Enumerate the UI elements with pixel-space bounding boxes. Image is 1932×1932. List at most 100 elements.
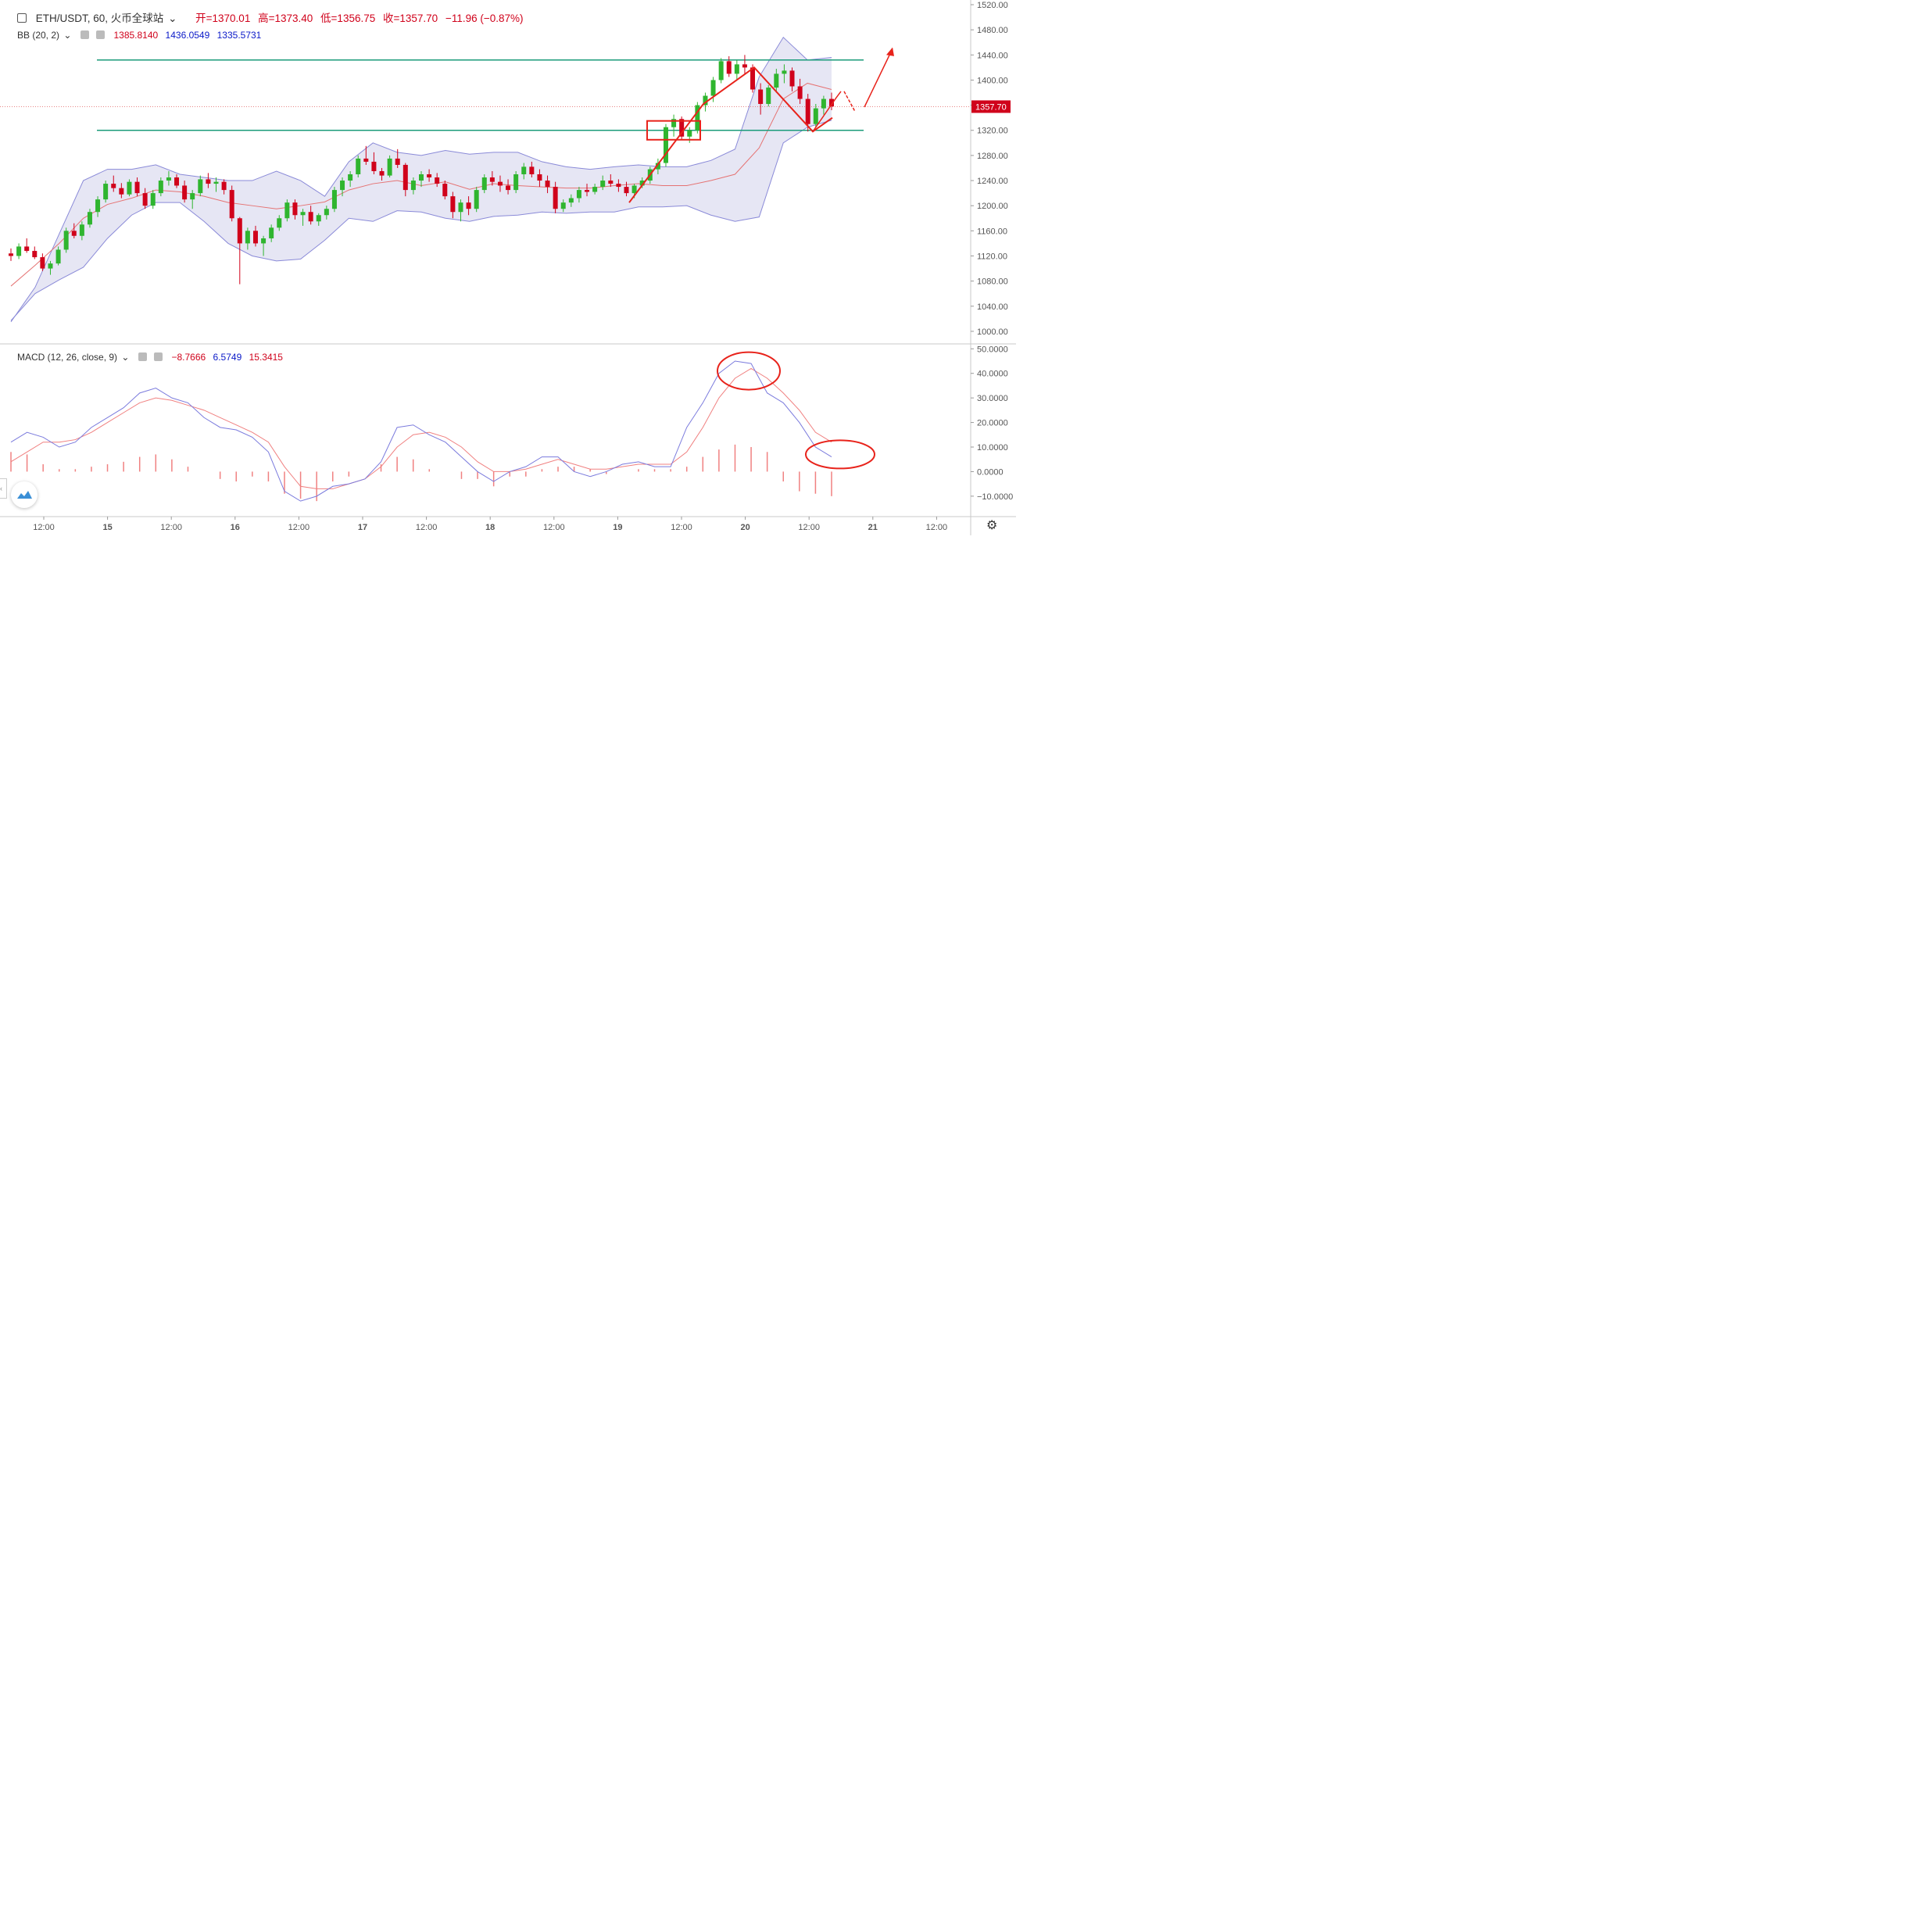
- chevron-down-icon[interactable]: ⌄: [121, 352, 130, 363]
- price-tick-label: 1320.00: [977, 127, 1008, 136]
- macd-divergence-circle: [805, 439, 875, 470]
- candle-body: [450, 196, 456, 213]
- price-tick-label: 1080.00: [977, 277, 1008, 287]
- candle-body: [158, 181, 163, 194]
- bb-lower-value: 1335.5731: [216, 30, 262, 41]
- candle-body: [710, 80, 716, 96]
- candle-body: [356, 158, 361, 174]
- time-tick-label: 20: [740, 523, 750, 532]
- last-price-tag: [971, 100, 1011, 113]
- candle-body: [616, 184, 621, 188]
- candle-body: [340, 181, 345, 191]
- settings-gear-icon[interactable]: ⚙: [986, 519, 998, 532]
- candle-body: [348, 174, 353, 181]
- candle-body: [592, 187, 598, 192]
- price-tick-label: 1200.00: [977, 202, 1008, 211]
- candle-body: [87, 212, 92, 225]
- scroll-left-handle[interactable]: ‹: [0, 478, 7, 499]
- candle-body: [395, 158, 400, 165]
- candle-body: [545, 181, 550, 188]
- macd-signal-line: [10, 367, 832, 489]
- time-tick-label: 12:00: [926, 523, 948, 532]
- chart-canvas[interactable]: 1000.00 1040.00 1080.00 1120.00 1160.00 1200.…: [0, 0, 1016, 535]
- macd-tick-label: 50.0000: [977, 345, 1008, 354]
- chevron-down-icon[interactable]: ⌄: [63, 30, 72, 41]
- candle-body: [174, 177, 180, 186]
- candle-body: [402, 164, 408, 191]
- candle-body: [134, 181, 140, 194]
- candle-body: [734, 64, 739, 74]
- macd-tick-label: 10.0000: [977, 443, 1008, 453]
- trend-path: [628, 66, 833, 203]
- candle-body: [497, 181, 503, 186]
- bb-label[interactable]: BB (20, 2): [17, 30, 60, 41]
- candle-body: [576, 190, 581, 199]
- candle-body: [750, 67, 756, 90]
- up-arrow-head: [886, 47, 894, 56]
- time-tick-label: 17: [358, 523, 367, 532]
- candle-body: [600, 181, 606, 188]
- candle-body: [127, 181, 132, 195]
- trading-chart[interactable]: 1000.00 1040.00 1080.00 1120.00 1160.00 1200.…: [0, 0, 1016, 535]
- candle-body: [718, 61, 724, 80]
- change-value: −11.96 (−0.87%): [445, 13, 524, 24]
- candle-body: [655, 163, 660, 170]
- candle-body: [277, 218, 282, 228]
- candle-body: [797, 86, 803, 99]
- main-legend: ETH/USDT, 60, 火币全球站 ⌄ 开=1370.01 高=1373.4…: [17, 9, 528, 25]
- close-icon[interactable]: [154, 352, 163, 361]
- candle-body: [142, 193, 148, 206]
- open-value: 开=1370.01: [195, 13, 251, 24]
- candle-body: [308, 212, 313, 222]
- candle-body: [79, 224, 84, 236]
- candle-body: [419, 174, 424, 181]
- candle-body: [363, 158, 369, 162]
- candle-body: [95, 199, 101, 213]
- candle-body: [513, 174, 519, 191]
- price-tick-label: 1000.00: [977, 327, 1008, 337]
- symbol-label[interactable]: ETH/USDT, 60, 火币全球站: [35, 13, 164, 24]
- macd-signal-value: 15.3415: [249, 352, 283, 363]
- time-tick-label: 18: [485, 523, 495, 532]
- bounce-arrow: [812, 91, 842, 132]
- candle-body: [324, 209, 329, 216]
- candle-body: [300, 212, 306, 216]
- macd-legend: MACD (12, 26, close, 9) ⌄ −8.7666 6.5749…: [17, 352, 288, 363]
- candle-body: [245, 231, 250, 244]
- settings-icon[interactable]: [80, 30, 89, 39]
- candle-body: [458, 202, 463, 213]
- candle-body: [63, 231, 69, 250]
- candle-body: [687, 130, 692, 137]
- chevron-down-icon[interactable]: ⌄: [168, 13, 177, 24]
- candle-body: [55, 249, 61, 264]
- candle-body: [813, 108, 818, 124]
- candle-body: [379, 170, 385, 176]
- candle-body: [387, 158, 392, 176]
- bb-upper-value: 1436.0549: [165, 30, 210, 41]
- candle-body: [679, 119, 685, 137]
- candle-body: [198, 179, 203, 194]
- candle-body: [529, 166, 535, 174]
- time-tick-label: 19: [613, 523, 622, 532]
- candle-body: [560, 202, 566, 209]
- candle-body: [427, 174, 432, 178]
- collapse-icon[interactable]: [17, 13, 27, 23]
- candle-body: [789, 70, 795, 87]
- macd-label[interactable]: MACD (12, 26, close, 9): [17, 352, 118, 363]
- time-tick-label: 12:00: [798, 523, 820, 532]
- candle-body: [663, 127, 668, 163]
- tradingview-logo-icon[interactable]: [11, 481, 38, 508]
- settings-icon[interactable]: [138, 352, 147, 361]
- close-icon[interactable]: [96, 30, 106, 39]
- macd-tick-label: 30.0000: [977, 394, 1008, 403]
- price-tick-label: 1520.00: [977, 1, 1008, 10]
- macd-tick-label: −10.0000: [977, 492, 1013, 502]
- candle-body: [284, 202, 290, 219]
- macd-tick-label: 20.0000: [977, 419, 1008, 428]
- candle-body: [40, 257, 45, 269]
- candle-body: [16, 246, 22, 256]
- time-tick-label: 16: [231, 523, 240, 532]
- candle-body: [608, 181, 614, 184]
- macd-tick-label: 40.0000: [977, 370, 1008, 379]
- candle-body: [331, 190, 337, 209]
